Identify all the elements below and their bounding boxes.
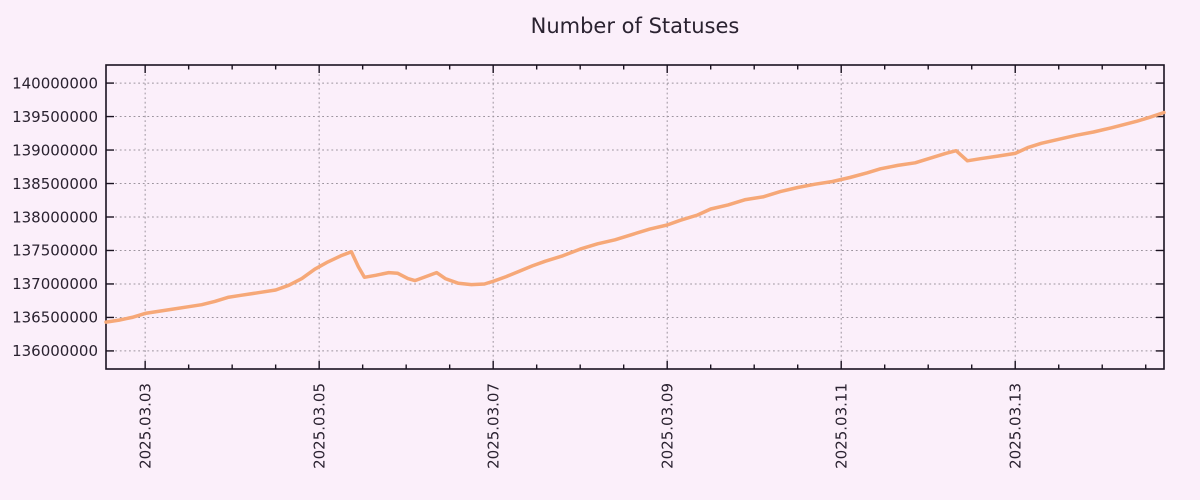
y-tick-label: 138000000 — [12, 208, 98, 226]
y-tick-label: 138500000 — [12, 175, 98, 193]
y-tick-label: 137000000 — [12, 275, 98, 293]
x-tick-label: 2025.03.13 — [1006, 383, 1024, 469]
chart-title: Number of Statuses — [530, 14, 740, 38]
y-tick-label: 140000000 — [12, 74, 98, 92]
x-tick-label: 2025.03.05 — [310, 383, 328, 469]
x-tick-label: 2025.03.09 — [658, 383, 676, 469]
y-tick-label: 136000000 — [12, 342, 98, 360]
x-tick-label: 2025.03.11 — [832, 383, 850, 469]
x-tick-label: 2025.03.07 — [484, 383, 502, 469]
y-tick-label: 139500000 — [12, 108, 98, 126]
y-tick-label: 137500000 — [12, 242, 98, 260]
plot-border — [105, 64, 1165, 370]
data-line — [104, 110, 1166, 324]
x-tick-label: 2025.03.03 — [136, 383, 154, 469]
y-tick-label: 136500000 — [12, 309, 98, 327]
y-tick-label: 139000000 — [12, 141, 98, 159]
